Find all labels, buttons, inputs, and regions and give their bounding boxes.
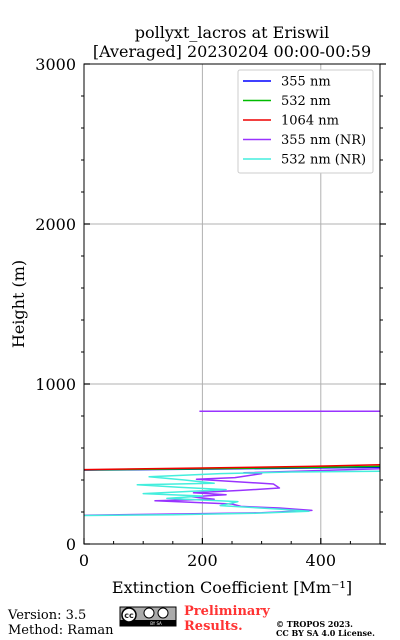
copyright-line-2: CC BY SA 4.0 License. [276,628,375,638]
version-label: Version: 3.5 [7,608,86,623]
preliminary-notice-line-1: Preliminary [184,604,270,619]
axis-ticks [81,63,386,545]
preliminary-notice-line-2: Results. [184,619,243,634]
legend-items: 355 nm 532 nm 1064 nm 355 nm (NR) 532 nm (NR… [243,75,366,168]
cc-badge-strip [120,620,176,626]
legend: 355 nm 532 nm 1064 nm 355 nm (NR) 532 nm (NR… [237,69,374,174]
series-line-4 [84,470,380,517]
legend-label-4: 532 nm (NR) [281,153,366,168]
x-axis-label: Extinction Coefficient [Mm⁻¹] [112,578,352,597]
chart-title-line-1: pollyxt_lacros at Eriswil [135,23,329,42]
y-tick-label: 2000 [35,215,76,234]
data-series-group [84,410,380,517]
cc-circle-icon [121,607,137,623]
x-tick-label: 400 [306,551,337,570]
cc-license-badge: cc BY SA [119,606,177,627]
series-line-2 [84,464,380,471]
legend-label-0: 355 nm [281,75,331,90]
method-label: Method: Raman [8,623,114,638]
series-line-3 [84,410,380,516]
legend-box [237,69,374,174]
cc-badge-labels: BY SA [150,621,162,626]
legend-label-1: 532 nm [281,94,331,109]
by-attribution-icon [143,607,155,619]
x-tick-label: 0 [79,551,89,570]
chart-title-line-2: [Averaged] 20230204 00:00-00:59 [93,42,371,61]
y-tick-label: 0 [66,535,76,554]
legend-label-3: 355 nm (NR) [281,133,366,148]
y-tick-label: 3000 [35,55,76,74]
sa-share-alike-icon [157,607,169,619]
legend-label-2: 1064 nm [281,114,339,129]
axis-tick-labels: 0 200 400 0 1000 2000 3000 [35,55,336,570]
copyright-line-1: © TROPOS 2023. [276,619,353,629]
y-axis-label: Height (m) [9,260,28,348]
x-tick-label: 200 [187,551,218,570]
y-tick-label: 1000 [35,375,76,394]
cc-logo-text: cc [124,611,134,620]
